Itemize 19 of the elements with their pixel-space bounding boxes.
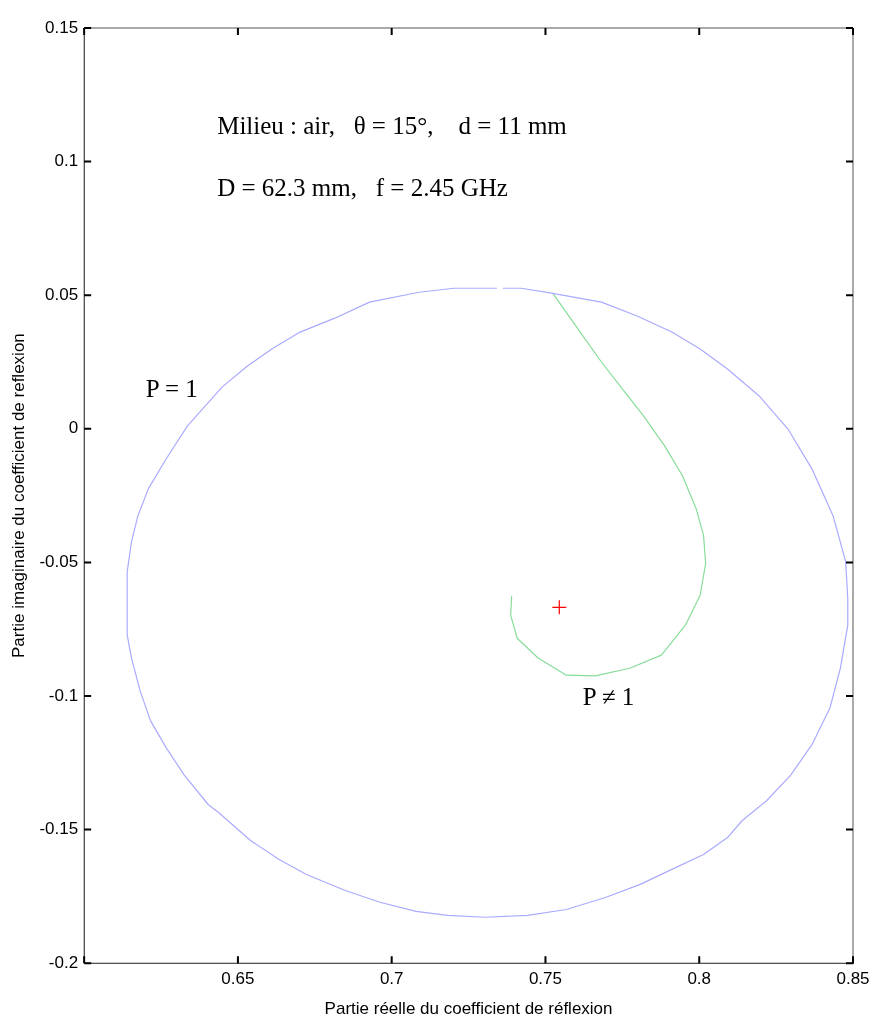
y-axis-title: Partie imaginaire du coefficient de reflexion xyxy=(8,333,28,658)
x-tick-label: 0.75 xyxy=(528,969,563,989)
y-tick-label: -0.2 xyxy=(48,952,79,972)
annotation: P ≠ 1 xyxy=(582,683,635,711)
y-tick-label: 0 xyxy=(68,418,79,438)
y-tick-label: -0.15 xyxy=(39,819,79,839)
annotation: D = 62.3 mm, f = 2.45 GHz xyxy=(217,174,508,202)
annotation: Milieu : air, θ = 15°, d = 11 mm xyxy=(217,111,568,139)
x-tick-label: 0.7 xyxy=(379,969,404,989)
y-tick-label: -0.1 xyxy=(48,685,79,705)
x-tick-label: 0.85 xyxy=(836,969,870,989)
x-tick-label: 0.8 xyxy=(687,969,712,989)
y-tick-label: 0.1 xyxy=(54,151,79,171)
y-tick-label: -0.05 xyxy=(39,552,79,572)
x-axis-title: Partie réelle du coefficient de réflexion xyxy=(324,999,613,1019)
y-tick-label: 0.05 xyxy=(45,284,79,304)
y-tick-label: 0.15 xyxy=(45,17,79,37)
annotation: P = 1 xyxy=(145,375,198,403)
x-tick-label: 0.65 xyxy=(221,969,255,989)
